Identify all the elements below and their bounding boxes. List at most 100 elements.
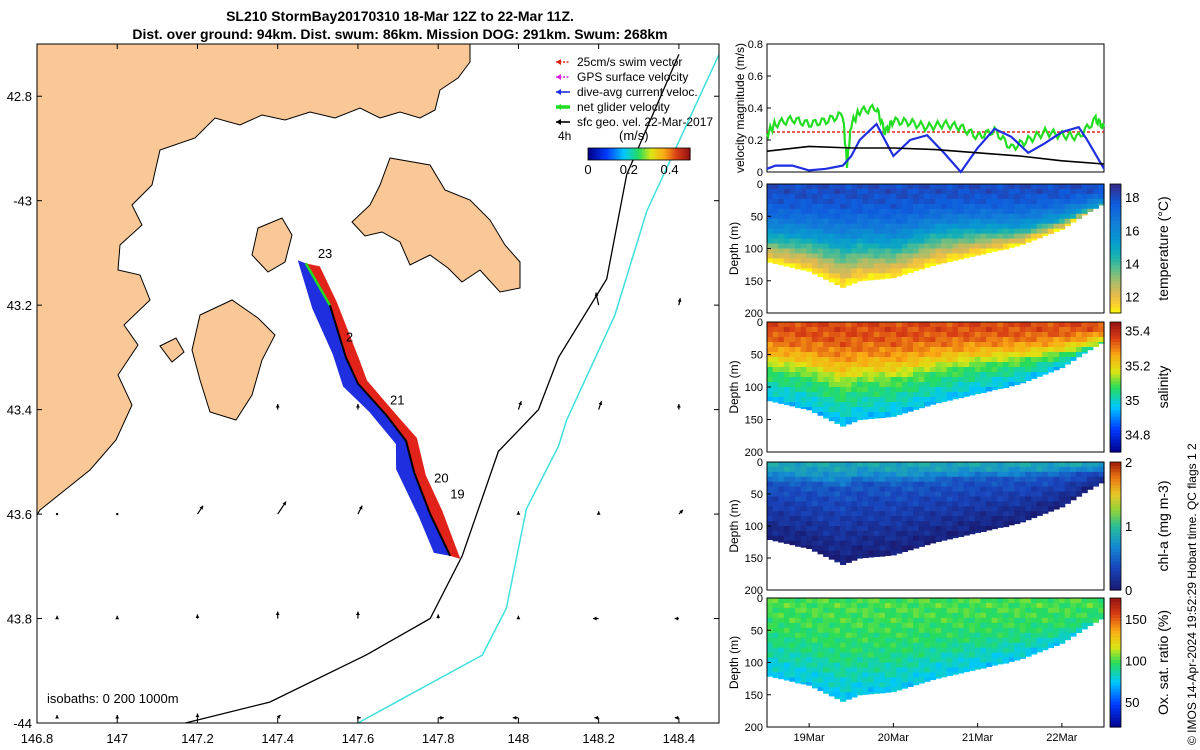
section-cell (918, 228, 925, 235)
section-cell (840, 476, 847, 483)
map-colorbar-tick-label: 0 (584, 162, 591, 177)
section-cell (873, 228, 880, 235)
section-cell (772, 496, 779, 502)
section-cell (800, 486, 807, 493)
section-cell (840, 382, 847, 388)
section-cell (817, 682, 824, 688)
section-cell (856, 352, 864, 358)
section-cell (918, 486, 925, 493)
section-colorbar-tick-label: 16 (1125, 223, 1139, 238)
section-cell (1053, 491, 1060, 498)
section-cell (823, 471, 830, 478)
section-cell (795, 677, 802, 683)
section-cell (969, 367, 976, 373)
section-cell (1019, 233, 1026, 240)
section-cell (811, 617, 819, 624)
section-cell (929, 223, 937, 230)
section-cell (884, 602, 892, 609)
section-cell (851, 642, 858, 649)
section-cell (918, 337, 925, 343)
section-cell (957, 258, 965, 260)
section-cell (991, 647, 998, 654)
section-cell (1053, 506, 1060, 510)
section-cell (856, 662, 864, 669)
section-cell (800, 332, 807, 338)
section-cell (907, 357, 914, 363)
section-cell (890, 357, 897, 363)
section-cell (879, 617, 886, 624)
section-cell (980, 652, 987, 659)
section-cell (845, 352, 852, 358)
section-cell (795, 511, 802, 517)
section-cell (946, 486, 953, 493)
section-cell (963, 481, 970, 488)
section-cell (817, 184, 824, 190)
section-cell (941, 496, 948, 502)
section-cell (929, 372, 937, 378)
section-cell (907, 506, 914, 512)
section-cell (1002, 598, 1010, 604)
section-cell (1081, 481, 1088, 488)
section-cell (1019, 602, 1026, 609)
section-cell (941, 526, 948, 532)
section-cell (1042, 598, 1049, 604)
section-cell (856, 193, 864, 200)
section-cell (811, 667, 819, 674)
section-cell (828, 491, 835, 498)
section-cell (980, 362, 987, 368)
section-cell (924, 466, 931, 473)
section-cell (901, 526, 909, 532)
section-cell (952, 491, 959, 498)
section-cell (1092, 193, 1099, 200)
map-y-tick-label: 43.4 (7, 403, 32, 418)
section-cell (778, 397, 785, 403)
section-cell (963, 352, 970, 358)
section-cell (806, 466, 813, 473)
section-cell (823, 357, 830, 363)
section-cell (834, 263, 841, 269)
section-cell (840, 253, 847, 260)
section-cell (991, 511, 998, 517)
section-colorbar-cell (1110, 206, 1121, 211)
section-colorbar-cell (1110, 190, 1121, 195)
section-cell (952, 486, 959, 493)
section-cell (929, 627, 937, 634)
section-cell (862, 342, 869, 348)
section-cell (1008, 652, 1015, 659)
section-cell (845, 627, 852, 634)
section-cell (834, 637, 841, 644)
section-colorbar-cell (1110, 535, 1121, 540)
section-cell (980, 352, 987, 358)
section-cell (1025, 213, 1032, 220)
section-cell (811, 327, 819, 333)
section-cell (974, 377, 982, 383)
section-cell (1002, 248, 1010, 250)
section-cell (856, 530, 864, 537)
section-cell (969, 598, 976, 604)
section-cell (879, 526, 886, 532)
section-cell (873, 555, 880, 557)
section-cell (1025, 337, 1032, 343)
section-colorbar-cell (1110, 203, 1121, 208)
map-colorbar: 0 0.2 0.4 (584, 147, 691, 177)
section-cell (868, 652, 875, 659)
section-cell (918, 233, 925, 240)
section-cell (946, 184, 953, 190)
current-arrow (116, 512, 119, 516)
section-cell (1070, 188, 1077, 195)
section-cell (969, 238, 976, 245)
section-cell (856, 332, 864, 338)
section-cell (890, 228, 897, 235)
section-cell (1036, 352, 1043, 358)
section-cell (997, 476, 1004, 483)
section-cell (896, 642, 903, 649)
section-cell (778, 218, 785, 225)
section-cell (924, 662, 931, 669)
section-cell (896, 243, 903, 250)
section-cell (935, 672, 942, 678)
section-cell (1025, 647, 1032, 654)
section-cell (828, 218, 835, 225)
section-cell (845, 545, 852, 552)
section-cell (1036, 332, 1043, 338)
